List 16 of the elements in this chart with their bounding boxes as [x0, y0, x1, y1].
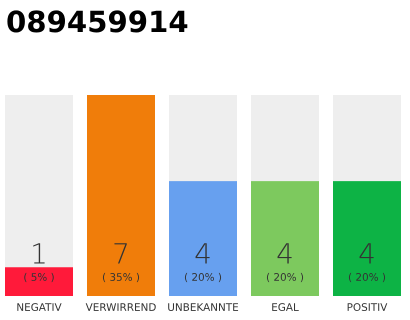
- data-label: 1: [33, 243, 45, 264]
- data-label: 7: [114, 243, 127, 264]
- x-tick-label: NEGATIV: [17, 303, 62, 312]
- annotation: ( 20% ): [266, 272, 304, 282]
- data-label: 4: [360, 243, 374, 264]
- annotation: ( 35% ): [102, 272, 140, 282]
- x-tick-label: VERWIRREND: [86, 303, 156, 311]
- annotation: ( 20% ): [348, 272, 386, 282]
- data-label: 4: [278, 243, 292, 264]
- annotation: ( 5% ): [24, 272, 54, 282]
- annotation: ( 20% ): [184, 272, 222, 282]
- data-label: 4: [196, 243, 210, 264]
- chart-title: 089459914: [7, 10, 188, 32]
- x-tick-label: UNBEKANNTE: [168, 303, 238, 312]
- x-tick-label: POSITIV: [348, 303, 388, 312]
- x-tick-label: EGAL: [272, 303, 299, 312]
